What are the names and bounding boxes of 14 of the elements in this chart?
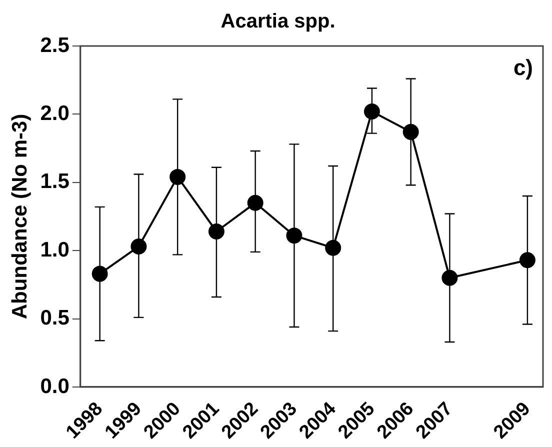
y-tick-label: 0.0 bbox=[40, 374, 70, 398]
chart-title: Acartia spp. bbox=[220, 10, 336, 33]
point bbox=[325, 240, 342, 256]
annotation: c) bbox=[513, 55, 533, 80]
point bbox=[170, 168, 186, 185]
point bbox=[519, 252, 536, 268]
y-axis-title: Abundance (No m-3) bbox=[8, 114, 32, 320]
y-tick-label: 1.0 bbox=[40, 238, 70, 262]
y-tick-label: 2.0 bbox=[40, 102, 70, 125]
point bbox=[364, 103, 380, 120]
point bbox=[208, 224, 224, 240]
y-tick-label: 2.5 bbox=[40, 34, 70, 57]
y-tick-label: 1.5 bbox=[40, 170, 70, 194]
y-tick-label: 0.5 bbox=[40, 306, 70, 330]
